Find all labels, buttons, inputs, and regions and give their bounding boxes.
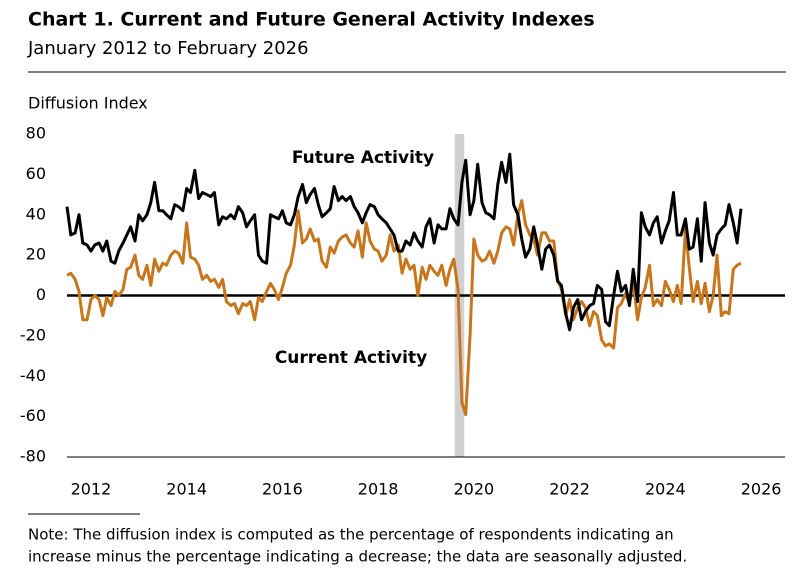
x-tick-label: 2018 [358, 480, 399, 499]
y-tick-label: 60 [26, 164, 46, 183]
y-tick-label: -20 [20, 325, 46, 344]
y-tick-label: 0 [36, 285, 46, 304]
y-tick-label: 20 [26, 245, 46, 264]
y-tick-label: -60 [20, 406, 46, 425]
x-tick-label: 2016 [262, 480, 303, 499]
y-tick-label: 40 [26, 204, 46, 223]
chart-title: Chart 1. Current and Future General Acti… [28, 9, 595, 31]
x-tick-label: 2026 [741, 480, 782, 499]
note: increase minus the percentage indicating… [28, 548, 687, 566]
y-axis-label: Diffusion Index [28, 94, 148, 113]
x-tick-label: 2020 [454, 480, 495, 499]
chart-subtitle: January 2012 to February 2026 [27, 38, 309, 59]
x-tick-label: 2024 [645, 480, 686, 499]
y-tick-label: -40 [20, 366, 46, 385]
series-line [65, 152, 743, 332]
series-label: Current Activity [275, 348, 427, 368]
series-label: Future Activity [292, 148, 434, 168]
x-tick-label: 2022 [549, 480, 590, 499]
y-tick-label: 80 [26, 124, 46, 143]
x-tick-label: 2014 [166, 480, 207, 499]
x-tick-label: 2012 [71, 480, 112, 499]
y-tick-label: -80 [20, 447, 46, 466]
note: Note: The diffusion index is computed as… [28, 526, 674, 544]
